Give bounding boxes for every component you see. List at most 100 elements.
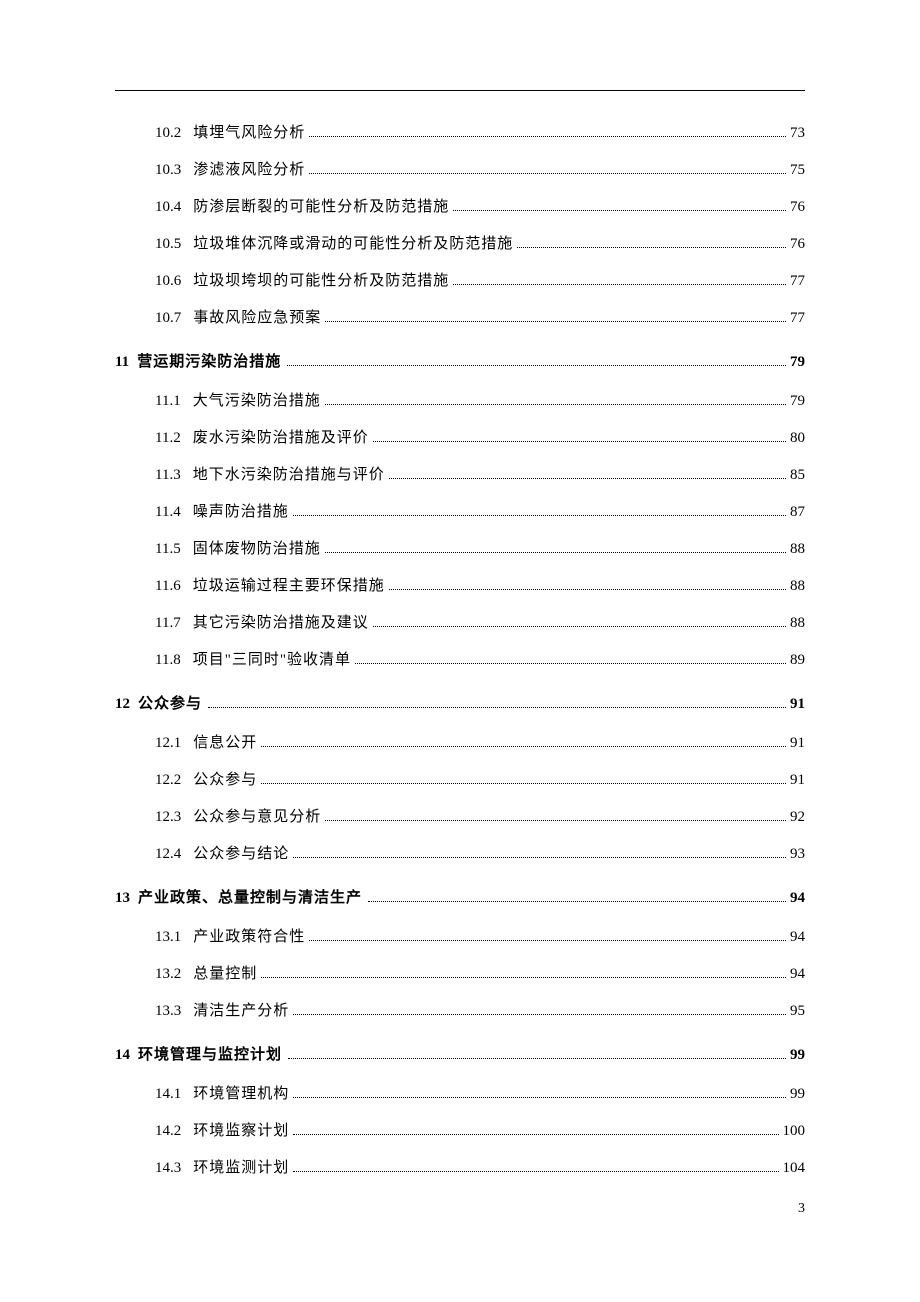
toc-entry-page: 99: [790, 1047, 805, 1064]
toc-leader-dots: [293, 857, 786, 858]
toc-section-entry: 10.7事故风险应急预案77: [155, 306, 805, 327]
toc-entry-page: 76: [790, 199, 805, 216]
toc-section-entry: 13.3清洁生产分析95: [155, 999, 805, 1020]
toc-entry-page: 87: [790, 504, 805, 521]
toc-entry-title: 防渗层断裂的可能性分析及防范措施: [193, 195, 449, 216]
toc-entry-title: 垃圾坝垮坝的可能性分析及防范措施: [193, 269, 449, 290]
toc-entry-page: 77: [790, 273, 805, 290]
toc-entry-title: 公众参与: [138, 692, 202, 713]
toc-entry-title: 公众参与意见分析: [193, 805, 321, 826]
toc-entry-number: 10.2: [155, 125, 181, 142]
toc-leader-dots: [325, 404, 786, 405]
document-page: 10.2填埋气风险分析7310.3渗滤液风险分析7510.4防渗层断裂的可能性分…: [0, 0, 920, 1302]
toc-entry-number: 11.1: [155, 393, 181, 410]
toc-leader-dots: [373, 626, 786, 627]
toc-section-entry: 11.5固体废物防治措施88: [155, 537, 805, 558]
toc-leader-dots: [309, 173, 786, 174]
toc-entry-number: 11: [115, 354, 129, 371]
toc-entry-title: 垃圾运输过程主要环保措施: [193, 574, 385, 595]
toc-section-entry: 11.3地下水污染防治措施与评价85: [155, 463, 805, 484]
toc-section-entry: 10.2填埋气风险分析73: [155, 121, 805, 142]
toc-entry-title: 地下水污染防治措施与评价: [193, 463, 385, 484]
toc-section-entry: 11.6 垃圾运输过程主要环保措施 88: [155, 574, 805, 595]
toc-entry-page: 92: [790, 809, 805, 826]
toc-entry-number: 14.2: [155, 1123, 181, 1140]
toc-entry-title: 其它污染防治措施及建议: [193, 611, 369, 632]
toc-chapter-entry: 14环境管理与监控计划99: [115, 1043, 805, 1064]
toc-entry-number: 12.4: [155, 846, 181, 863]
toc-section-entry: 13.2总量控制94: [155, 962, 805, 983]
toc-section-entry: 11.1大气污染防治措施79: [155, 389, 805, 410]
toc-entry-page: 91: [790, 696, 805, 713]
toc-section-entry: 10.6垃圾坝垮坝的可能性分析及防范措施77: [155, 269, 805, 290]
toc-entry-title: 垃圾堆体沉降或滑动的可能性分析及防范措施: [193, 232, 513, 253]
toc-entry-title: 渗滤液风险分析: [193, 158, 305, 179]
toc-entry-page: 85: [790, 467, 805, 484]
toc-leader-dots: [389, 478, 786, 479]
toc-leader-dots: [293, 1014, 786, 1015]
toc-entry-title: 事故风险应急预案: [193, 306, 321, 327]
toc-section-entry: 10.3渗滤液风险分析75: [155, 158, 805, 179]
toc-entry-title: 环境管理机构: [193, 1082, 289, 1103]
toc-entry-number: 14.1: [155, 1086, 181, 1103]
toc-entry-title: 填埋气风险分析: [193, 121, 305, 142]
toc-leader-dots: [287, 365, 786, 366]
toc-section-entry: 13.1产业政策符合性94: [155, 925, 805, 946]
toc-entry-title: 公众参与结论: [193, 842, 289, 863]
toc-section-entry: 11.4噪声防治措施87: [155, 500, 805, 521]
toc-entry-number: 12: [115, 696, 130, 713]
toc-section-entry: 14.2环境监察计划100: [155, 1119, 805, 1140]
toc-section-entry: 12.2 公众参与 91: [155, 768, 805, 789]
toc-entry-title: 环境监察计划: [193, 1119, 289, 1140]
toc-entry-page: 88: [790, 578, 805, 595]
toc-leader-dots: [293, 1171, 778, 1172]
toc-entry-number: 10.7: [155, 310, 181, 327]
toc-chapter-entry: 11营运期污染防治措施79: [115, 350, 805, 371]
toc-leader-dots: [517, 247, 786, 248]
toc-entry-number: 11.6: [155, 578, 181, 595]
toc-leader-dots: [355, 663, 786, 664]
toc-entry-number: 11.7: [155, 615, 181, 632]
toc-section-entry: 12.4 公众参与结论 93: [155, 842, 805, 863]
toc-entry-number: 11.2: [155, 430, 181, 447]
toc-entry-number: 13.2: [155, 966, 181, 983]
toc-leader-dots: [453, 210, 786, 211]
toc-entry-number: 12.3: [155, 809, 181, 826]
toc-entry-page: 93: [790, 846, 805, 863]
toc-entry-title: 产业政策符合性: [193, 925, 305, 946]
toc-entry-number: 11.4: [155, 504, 181, 521]
toc-entry-title: 总量控制: [193, 962, 257, 983]
toc-leader-dots: [261, 746, 786, 747]
toc-leader-dots: [368, 901, 786, 902]
toc-entry-number: 11.5: [155, 541, 181, 558]
toc-entry-number: 13.1: [155, 929, 181, 946]
toc-entry-page: 99: [790, 1086, 805, 1103]
toc-entry-title: 公众参与: [193, 768, 257, 789]
toc-entry-page: 95: [790, 1003, 805, 1020]
toc-entry-title: 清洁生产分析: [193, 999, 289, 1020]
toc-leader-dots: [288, 1058, 786, 1059]
toc-entry-page: 91: [790, 772, 805, 789]
toc-section-entry: 12.3 公众参与意见分析 92: [155, 805, 805, 826]
toc-section-entry: 11.2废水污染防治措施及评价80: [155, 426, 805, 447]
toc-section-entry: 10.5垃圾堆体沉降或滑动的可能性分析及防范措施76: [155, 232, 805, 253]
header-rule: [115, 90, 805, 91]
toc-entry-number: 14: [115, 1047, 130, 1064]
toc-entry-page: 89: [790, 652, 805, 669]
toc-entry-title: 项目"三同时"验收清单: [193, 648, 351, 669]
toc-leader-dots: [453, 284, 786, 285]
page-number: 3: [798, 1201, 805, 1217]
toc-section-entry: 14.3环境监测计划104: [155, 1156, 805, 1177]
toc-leader-dots: [293, 1134, 778, 1135]
toc-section-entry: 10.4防渗层断裂的可能性分析及防范措施76: [155, 195, 805, 216]
toc-entry-page: 79: [790, 393, 805, 410]
toc-leader-dots: [373, 441, 786, 442]
toc-entry-title: 固体废物防治措施: [193, 537, 321, 558]
toc-entry-number: 12.2: [155, 772, 181, 789]
toc-leader-dots: [325, 321, 786, 322]
toc-entry-number: 10.5: [155, 236, 181, 253]
toc-entry-title: 营运期污染防治措施: [137, 350, 281, 371]
toc-entry-page: 104: [783, 1160, 806, 1177]
toc-leader-dots: [208, 707, 786, 708]
toc-section-entry: 11.8项目"三同时"验收清单89: [155, 648, 805, 669]
